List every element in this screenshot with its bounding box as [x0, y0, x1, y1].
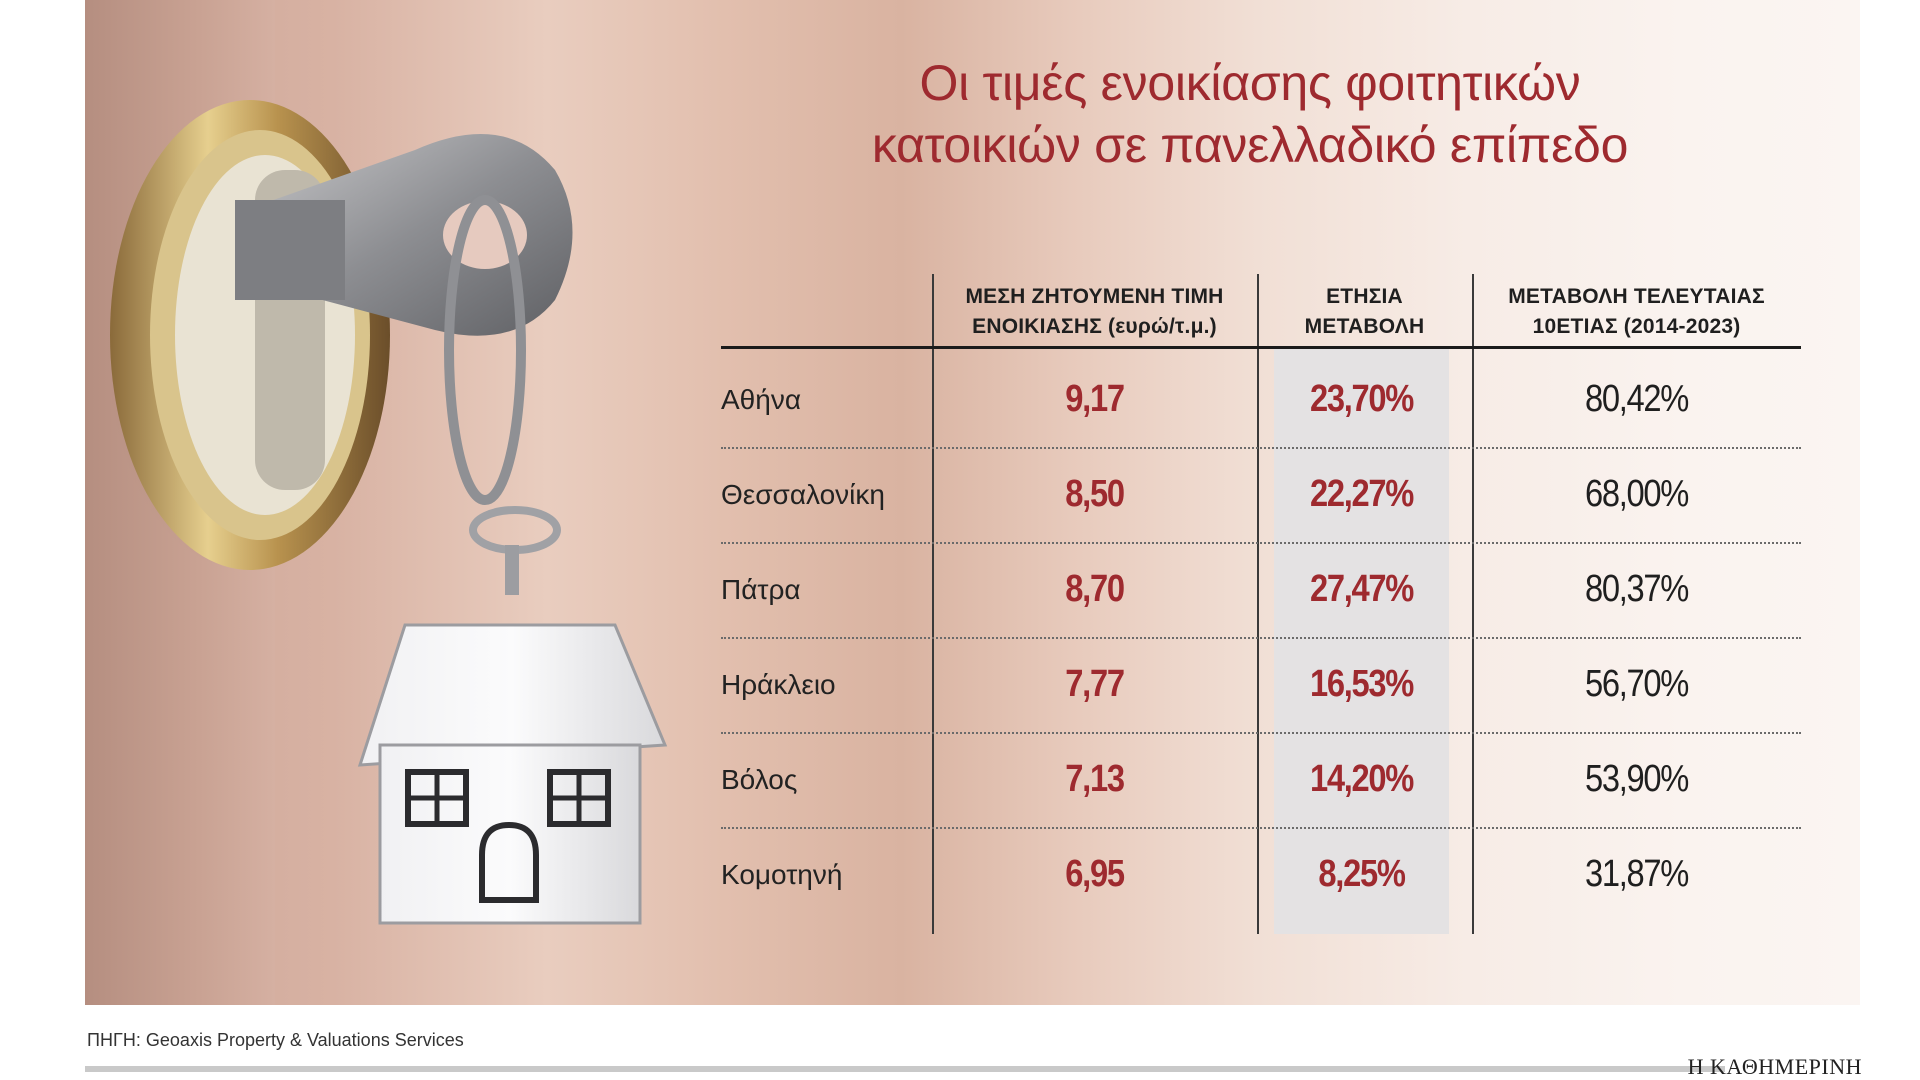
header-decade: ΜΕΤΑΒΟΛΗ ΤΕΛΕΥΤΑΙΑΣ 10ΕΤΙΑΣ (2014-2023) [1472, 282, 1801, 342]
price-value: 9,17 [1065, 378, 1125, 420]
title-line-2: κατοικιών σε πανελλαδικό επίπεδο [871, 117, 1629, 173]
background-photo [85, 0, 1860, 1005]
annual-change-value: 22,27% [1309, 473, 1414, 515]
rents-table: ΜΕΣΗ ΖΗΤΟΥΜΕΝΗ ΤΙΜΗ ΕΝΟΙΚΙΑΣΗΣ (ευρώ/τ.μ… [721, 274, 1801, 934]
row-separator [721, 732, 1801, 734]
row-separator [721, 542, 1801, 544]
city-label: Βόλος [721, 764, 798, 795]
header-annual-line1: ΕΤΗΣΙΑ [1326, 285, 1403, 308]
price-value: 7,77 [1065, 663, 1125, 705]
footer-bar [85, 1066, 1725, 1072]
annual-change-value: 27,47% [1309, 568, 1414, 610]
header-decade-line1: ΜΕΤΑΒΟΛΗ ΤΕΛΕΥΤΑΙΑΣ [1508, 285, 1765, 308]
column-divider [932, 274, 934, 934]
decade-change-value: 80,42% [1584, 378, 1689, 420]
decade-change-value: 68,00% [1584, 473, 1689, 515]
city-label: Αθήνα [721, 384, 802, 415]
city-label: Θεσσαλονίκη [721, 479, 885, 510]
city-label: Πάτρα [721, 574, 801, 605]
header-price: ΜΕΣΗ ΖΗΤΟΥΜΕΝΗ ΤΙΜΗ ΕΝΟΙΚΙΑΣΗΣ (ευρώ/τ.μ… [932, 282, 1257, 342]
column-divider [1257, 274, 1259, 934]
decade-change-value: 56,70% [1584, 663, 1689, 705]
city-label: Κομοτηνή [721, 859, 843, 890]
header-price-line1: ΜΕΣΗ ΖΗΤΟΥΜΕΝΗ ΤΙΜΗ [965, 285, 1224, 308]
header-decade-line2: 10ΕΤΙΑΣ (2014-2023) [1532, 315, 1741, 338]
source-note: ΠΗΓΗ: Geoaxis Property & Valuations Serv… [87, 1030, 464, 1050]
key-and-house-keychain-icon [110, 100, 668, 925]
chart-title: Οι τιμές ενοικίασης φοιτητικών κατοικιών… [770, 52, 1730, 176]
price-value: 8,70 [1065, 568, 1125, 610]
annual-change-value: 8,25% [1318, 853, 1406, 895]
price-value: 6,95 [1065, 853, 1125, 895]
decade-change-value: 31,87% [1584, 853, 1689, 895]
price-value: 7,13 [1065, 758, 1125, 800]
header-annual-line2: ΜΕΤΑΒΟΛΗ [1304, 315, 1425, 338]
header-price-line2: ΕΝΟΙΚΙΑΣΗΣ (ευρώ/τ.μ.) [972, 315, 1217, 338]
decade-change-value: 80,37% [1584, 568, 1689, 610]
header-annual: ΕΤΗΣΙΑ ΜΕΤΑΒΟΛΗ [1257, 282, 1472, 342]
title-line-1: Οι τιμές ενοικίασης φοιτητικών [919, 55, 1581, 111]
header-rule [721, 346, 1801, 349]
row-separator [721, 637, 1801, 639]
column-divider [1472, 274, 1474, 934]
row-separator [721, 447, 1801, 449]
row-separator [721, 827, 1801, 829]
city-label: Ηράκλειο [721, 669, 836, 700]
annual-change-value: 23,70% [1309, 378, 1414, 420]
decade-change-value: 53,90% [1584, 758, 1689, 800]
annual-change-value: 16,53% [1309, 663, 1414, 705]
annual-change-highlight [1274, 348, 1449, 934]
brand-logo: Η ΚΑΘΗΜΕΡΙΝΗ [1687, 1054, 1862, 1079]
annual-change-value: 14,20% [1309, 758, 1414, 800]
price-value: 8,50 [1065, 473, 1125, 515]
